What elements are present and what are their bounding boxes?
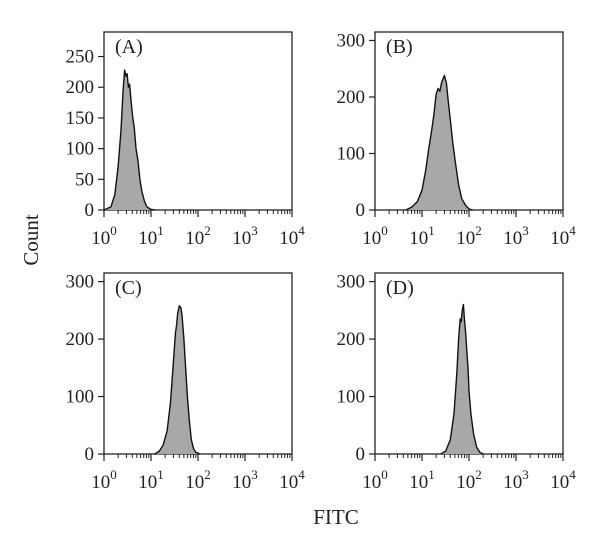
y-tick-label: 200 (337, 329, 366, 350)
x-tick-label: 103 (503, 467, 529, 493)
x-tick-label: 100 (91, 223, 117, 249)
y-tick-label: 100 (66, 387, 95, 408)
x-tick-label: 102 (456, 223, 482, 249)
y-tick-label: 200 (337, 87, 366, 108)
y-tick-label: 300 (337, 30, 366, 51)
plot-frame (374, 31, 564, 211)
histogram-fill (154, 305, 200, 454)
y-tick-label: 300 (66, 272, 95, 293)
x-tick-label: 101 (138, 467, 164, 493)
x-tick-label: 100 (91, 467, 117, 493)
histogram-fill (104, 70, 155, 210)
x-tick-label: 104 (279, 467, 305, 493)
histogram-fill (440, 304, 484, 454)
x-tick-label: 103 (232, 467, 258, 493)
x-tick-label: 101 (138, 223, 164, 249)
x-axis-label: FITC (313, 505, 359, 529)
x-tick-label: 101 (409, 467, 435, 493)
y-tick-label: 0 (85, 444, 95, 465)
y-tick-label: 100 (337, 143, 366, 164)
x-tick-label: 103 (503, 223, 529, 249)
y-tick-label: 100 (337, 387, 366, 408)
panel-label: (A) (115, 36, 143, 58)
x-tick-label: 103 (232, 223, 258, 249)
y-tick-label: 150 (66, 108, 95, 129)
panel-1: 0 50 100 150 200 250 100 101 102 103 104 (A) (66, 31, 305, 249)
x-tick-label: 101 (409, 223, 435, 249)
panel-label: (C) (115, 277, 142, 299)
x-tick-label: 102 (185, 467, 211, 493)
y-tick-label: 0 (356, 200, 366, 221)
histogram-outline (154, 305, 201, 455)
x-tick-label: 102 (185, 223, 211, 249)
x-tick-label: 102 (456, 467, 482, 493)
histogram-outline (405, 74, 473, 211)
y-axis-label: Count (19, 214, 43, 266)
x-tick-label: 100 (362, 467, 388, 493)
x-tick-label: 104 (550, 223, 576, 249)
y-tick-label: 300 (337, 272, 366, 293)
y-tick-label: 250 (66, 47, 95, 68)
y-tick-label: 200 (66, 77, 95, 98)
histogram-outline (103, 69, 155, 211)
histogram-fill (405, 75, 473, 210)
y-tick-label: 200 (66, 329, 95, 350)
y-tick-label: 0 (85, 200, 95, 221)
panel-label: (D) (386, 277, 414, 299)
histogram-outline (440, 303, 484, 455)
y-tick-label: 0 (356, 444, 366, 465)
y-tick-label: 50 (75, 169, 94, 190)
x-tick-label: 104 (550, 467, 576, 493)
x-tick-label: 100 (362, 223, 388, 249)
panel-label: (B) (386, 36, 413, 58)
y-tick-label: 100 (66, 139, 95, 160)
x-tick-label: 104 (279, 223, 305, 249)
plot-frame (103, 272, 293, 455)
